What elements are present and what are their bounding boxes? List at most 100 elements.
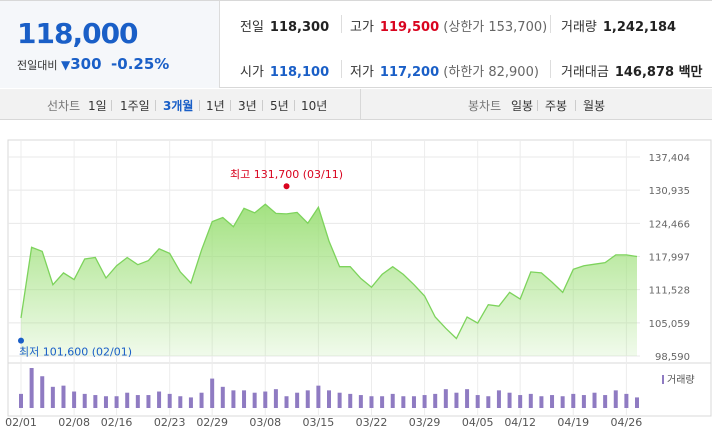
high-marker [283, 183, 290, 190]
volume-legend-swatch [662, 375, 664, 384]
volume-bar [252, 392, 257, 408]
tab-divider [294, 100, 295, 111]
tab-1y[interactable]: 1년 [206, 99, 225, 113]
price-line [20, 203, 638, 340]
volume-bar [518, 395, 523, 408]
volume-bar [220, 386, 225, 408]
tab-divider [262, 100, 263, 111]
volume-bar [433, 393, 438, 408]
x-tick-label: 04/12 [504, 416, 536, 429]
tab-5y[interactable]: 5년 [270, 99, 289, 113]
volume-label: 거래량 [561, 20, 597, 35]
volume-bar [188, 397, 193, 408]
volume-bar [592, 392, 597, 408]
volume-bar [103, 396, 108, 408]
volume-bar [380, 396, 385, 408]
y-tick-label: 130,935 [649, 186, 690, 197]
low-value: 117,200 [379, 65, 440, 80]
volume-legend-label: 거래량 [667, 374, 695, 386]
x-tick-label: 03/22 [356, 416, 388, 429]
prev-close-label: 전일 [240, 20, 264, 35]
volume-bar [411, 396, 416, 408]
volume-bar [167, 393, 172, 408]
y-tick-label: 111,528 [649, 286, 690, 297]
x-tick-label: 03/15 [303, 416, 335, 429]
volume-bar [337, 392, 342, 408]
trade-value-value: 146,878 백만 [614, 65, 703, 80]
change-line: 전일대비 ▼300 -0.25% [17, 55, 169, 73]
volume-bar [358, 395, 363, 408]
volume-bar [82, 393, 87, 408]
tab-monthly[interactable]: 월봉 [583, 99, 606, 113]
volume-bar [465, 389, 470, 408]
high-price: 고가 119,500 (상한가 153,700) [350, 16, 547, 35]
x-tick-label: 04/19 [557, 416, 589, 429]
volume-bar [369, 396, 374, 408]
volume-bar [125, 392, 130, 408]
volume-bar [263, 391, 268, 408]
low-annotation: 최저 101,600 (02/01) [19, 346, 132, 359]
y-tick-label: 98,590 [655, 352, 690, 363]
volume-bar [613, 390, 618, 408]
open-price: 시가 118,100 [240, 61, 329, 80]
price-area [21, 204, 637, 356]
tab-10y[interactable]: 10년 [301, 99, 328, 113]
upper-limit: (상한가 153,700) [443, 20, 548, 35]
volume-bar [284, 396, 289, 408]
low-marker [18, 337, 24, 344]
tab-divider [199, 100, 200, 111]
volume-bar [114, 396, 119, 408]
volume-bar [210, 378, 215, 408]
x-tick-label: 03/08 [249, 416, 281, 429]
y-tick-label: 124,466 [649, 219, 690, 230]
volume-bar [581, 395, 586, 408]
volume-bar [199, 392, 204, 408]
tab-1w[interactable]: 1주일 [120, 99, 150, 113]
tab-3m[interactable]: 3개월 [163, 99, 194, 113]
x-tick-label: 04/05 [462, 416, 494, 429]
volume-bar [454, 392, 459, 408]
divider [550, 15, 551, 33]
divider [341, 60, 342, 78]
volume-bar [231, 390, 236, 408]
open-label: 시가 [240, 65, 264, 80]
x-tick-label: 02/29 [196, 416, 228, 429]
volume-bar [61, 385, 66, 408]
high-value: 119,500 [379, 20, 440, 35]
tab-1d[interactable]: 1일 [88, 99, 107, 113]
tab-weekly[interactable]: 주봉 [545, 99, 568, 113]
chart-tabs: 선차트 1일 1주일 3개월 1년 3년 5년 10년 봉차트 일봉 주봉 월봉 [0, 89, 712, 120]
current-price: 118,000 [17, 17, 139, 50]
volume-bar [624, 393, 629, 408]
volume-bar [348, 393, 353, 408]
tab-group-divider [360, 89, 361, 120]
prev-close: 전일 118,300 [240, 16, 329, 35]
line-chart-label: 선차트 [47, 99, 81, 113]
trade-value-label: 거래대금 [561, 65, 609, 80]
tab-divider [230, 100, 231, 111]
tab-divider [155, 100, 156, 111]
y-tick-label: 105,059 [649, 319, 690, 330]
volume-bar [422, 395, 427, 408]
tab-divider [537, 100, 538, 111]
volume-bar [571, 393, 576, 408]
volume-bar [327, 390, 331, 408]
volume-bar [539, 396, 544, 408]
tab-daily[interactable]: 일봉 [511, 99, 534, 113]
volume: 거래량 1,242,184 [561, 16, 676, 35]
volume-bar [19, 393, 23, 408]
volume-bar [242, 390, 247, 408]
quote-header: 118,000 전일대비 ▼300 -0.25% 전일 118,300 고가 119… [0, 0, 712, 88]
volume-bar [443, 389, 448, 408]
volume-bar [50, 386, 55, 408]
tab-divider [111, 100, 112, 111]
volume-bar [496, 390, 501, 408]
volume-bar [295, 392, 300, 408]
x-tick-label: 02/08 [58, 416, 90, 429]
y-tick-label: 137,404 [649, 153, 690, 164]
tab-3y[interactable]: 3년 [238, 99, 257, 113]
volume-bar [390, 393, 395, 408]
x-tick-label: 02/16 [101, 416, 133, 429]
price-box: 118,000 전일대비 ▼300 -0.25% [0, 1, 220, 88]
volume-bar [316, 385, 321, 408]
